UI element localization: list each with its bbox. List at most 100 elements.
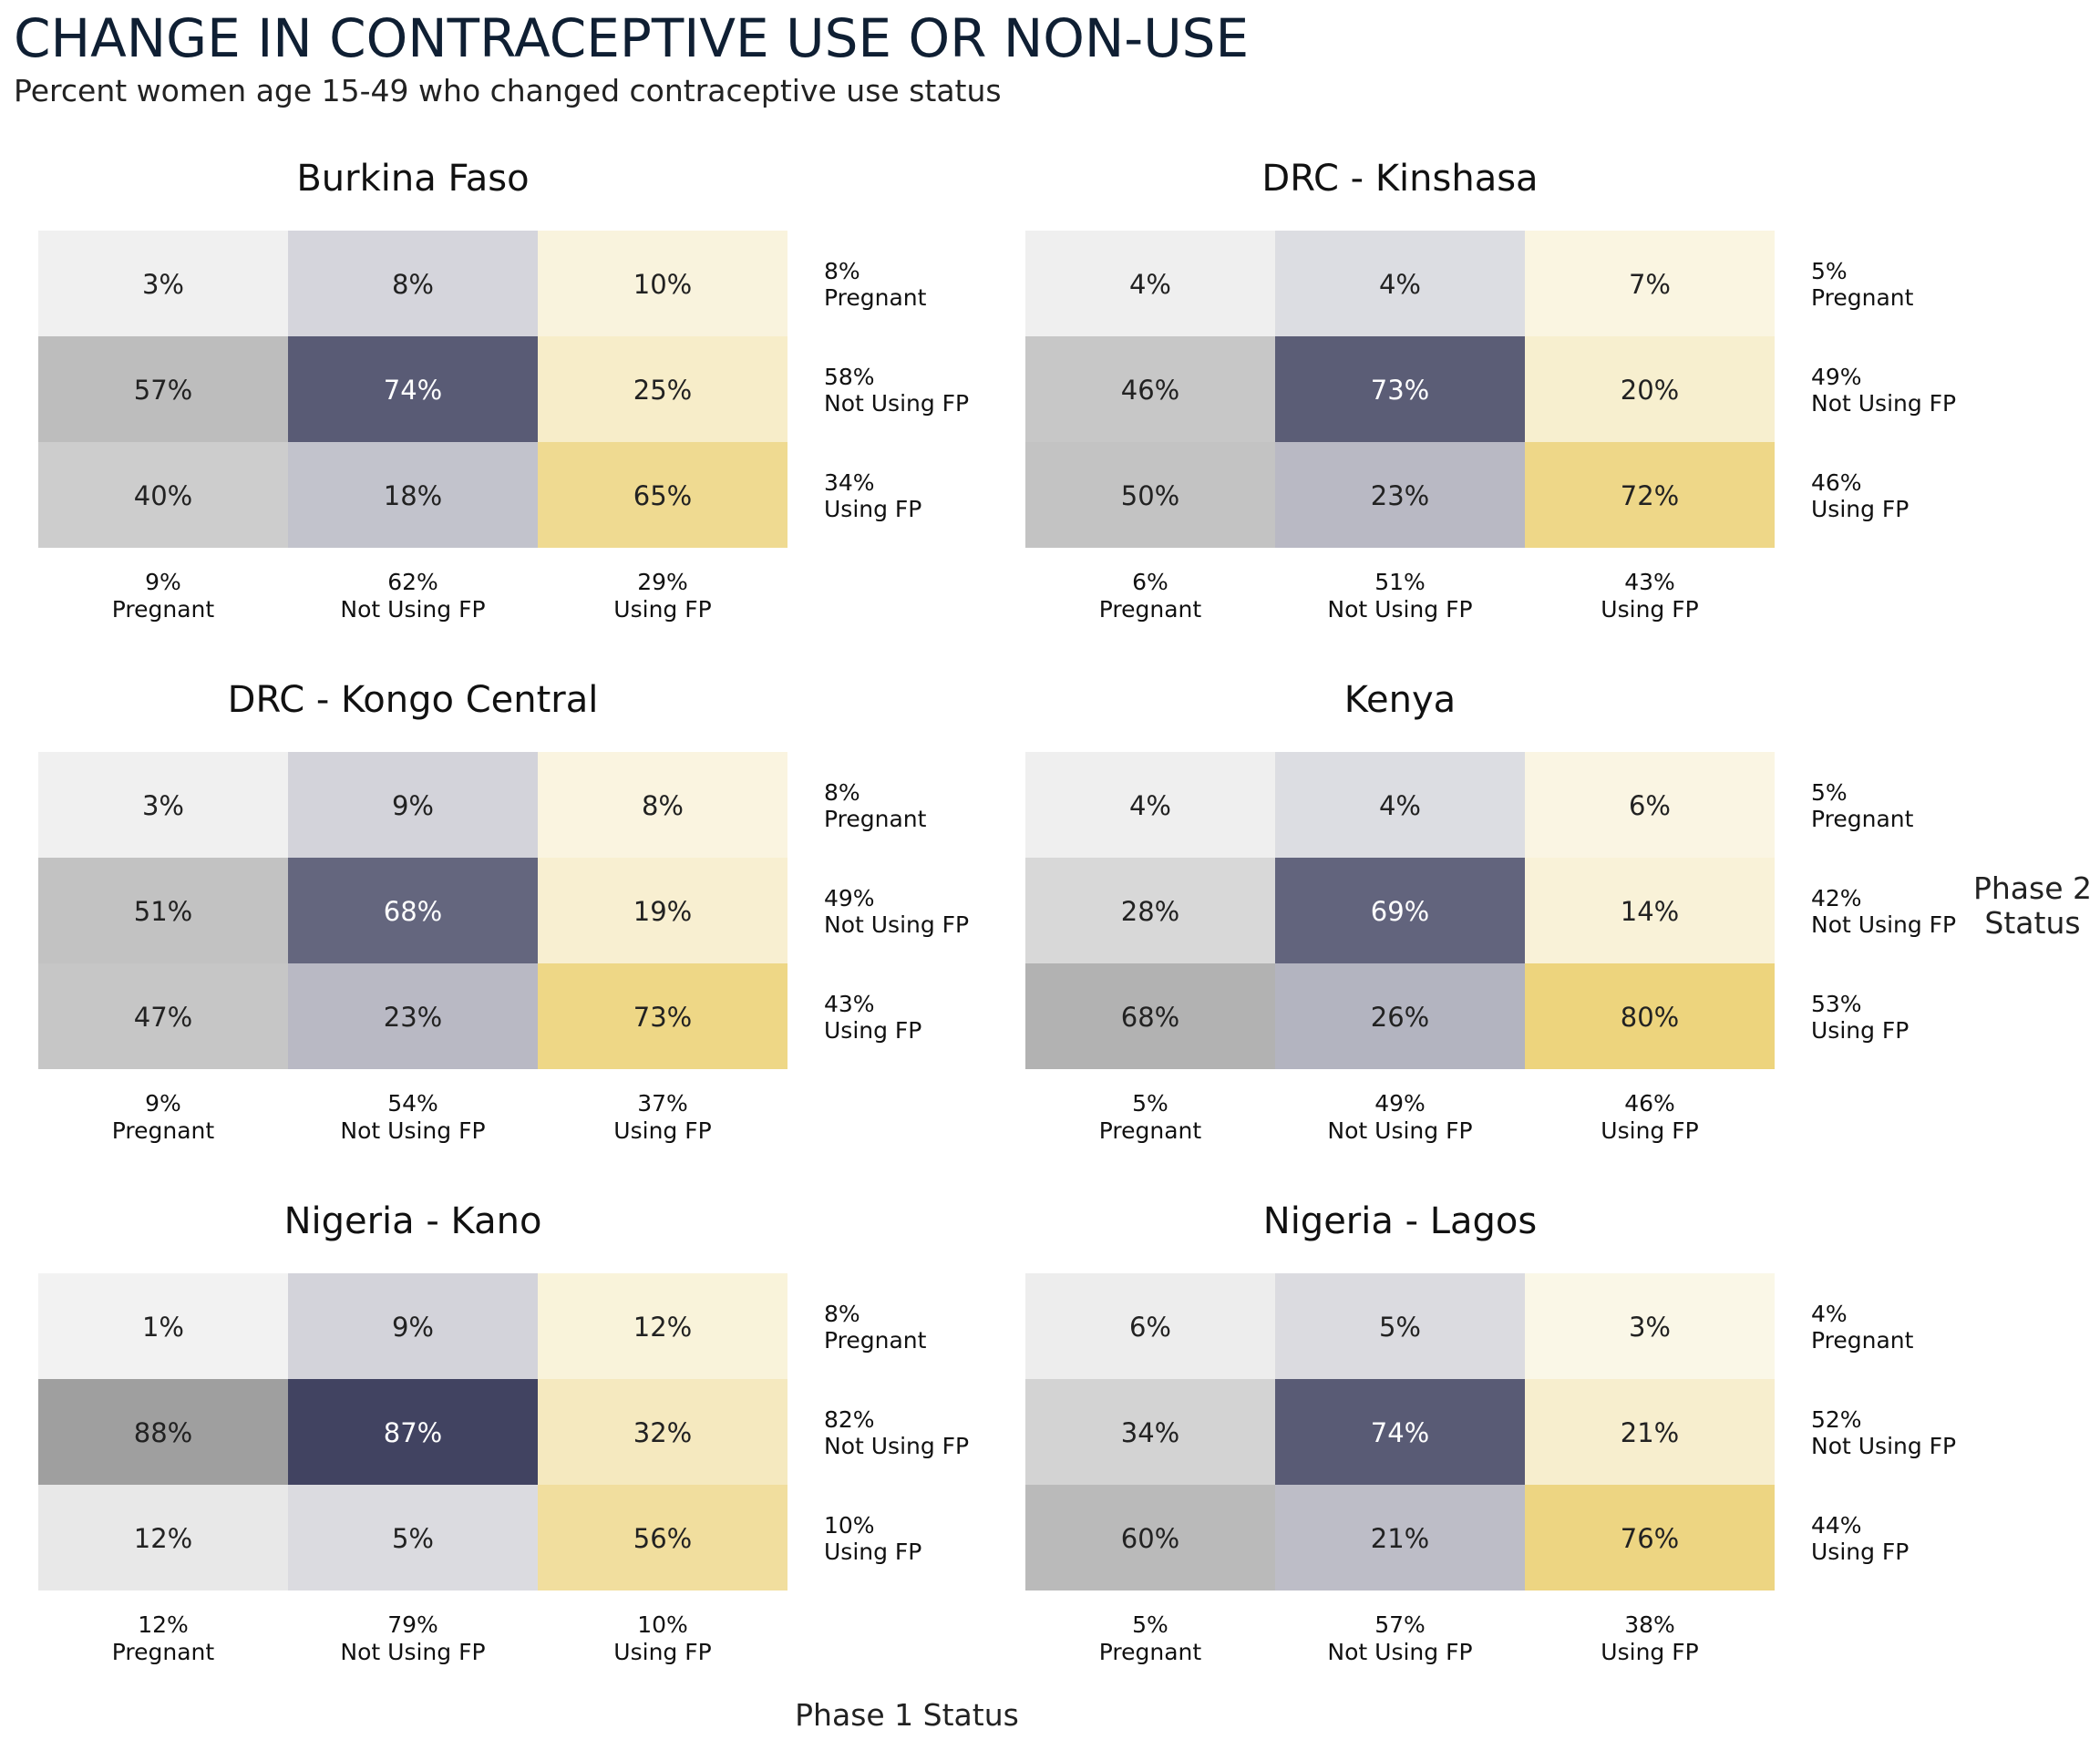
col-label-kenya-2: Using FP xyxy=(1601,1117,1698,1144)
row-total-drc-kinshasa-1: 49% xyxy=(1811,364,1862,390)
heatmap-cell-drc-kongo-central-r2-c1 xyxy=(288,963,538,1069)
heatmap-cell-nigeria-lagos-r0-c1 xyxy=(1275,1273,1525,1379)
heatmap-cell-nigeria-lagos-r1-c2 xyxy=(1525,1379,1775,1485)
y-axis-title-line1: Phase 2 xyxy=(1972,870,2093,906)
col-label-drc-kongo-central-2: Using FP xyxy=(613,1117,711,1144)
heatmap-cell-nigeria-kano-r0-c2 xyxy=(538,1273,788,1379)
heatmap-cell-nigeria-lagos-r2-c1 xyxy=(1275,1485,1525,1590)
heatmap-cell-nigeria-lagos-r1-c1 xyxy=(1275,1379,1525,1485)
row-label-drc-kongo-central-1: Not Using FP xyxy=(824,911,969,938)
heatmap-cell-nigeria-kano-r1-c1 xyxy=(288,1379,538,1485)
col-label-drc-kinshasa-0: Pregnant xyxy=(1099,596,1202,623)
cell-label-drc-kinshasa-r0-c2: 7% xyxy=(1629,269,1671,300)
cell-label-kenya-r1-c1: 69% xyxy=(1371,896,1429,927)
row-total-drc-kongo-central-1: 49% xyxy=(824,885,875,911)
col-total-nigeria-kano-2: 10% xyxy=(637,1611,688,1638)
row-label-burkina-faso-2: Using FP xyxy=(824,496,921,522)
cell-label-nigeria-lagos-r1-c1: 74% xyxy=(1371,1417,1429,1448)
x-axis-title: Phase 1 Status xyxy=(795,1697,1019,1733)
cell-label-burkina-faso-r1-c0: 57% xyxy=(134,375,192,406)
chart-title: CHANGE IN CONTRACEPTIVE USE OR NON-USE xyxy=(14,7,1250,69)
heatmap-cell-nigeria-kano-r2-c1 xyxy=(288,1485,538,1590)
cell-label-drc-kongo-central-r2-c1: 23% xyxy=(384,1002,442,1033)
col-label-nigeria-lagos-1: Not Using FP xyxy=(1327,1639,1472,1665)
cell-label-drc-kongo-central-r0-c2: 8% xyxy=(642,790,684,821)
row-total-drc-kongo-central-0: 8% xyxy=(824,779,860,806)
col-label-drc-kinshasa-2: Using FP xyxy=(1601,596,1698,623)
cell-label-drc-kinshasa-r2-c0: 50% xyxy=(1121,480,1179,511)
heatmap-cell-drc-kongo-central-r0-c1 xyxy=(288,752,538,858)
heatmap-cell-drc-kongo-central-r1-c1 xyxy=(288,858,538,963)
heatmap-cell-drc-kongo-central-r2-c0 xyxy=(38,963,288,1069)
cell-label-kenya-r1-c2: 14% xyxy=(1621,896,1679,927)
col-label-drc-kongo-central-1: Not Using FP xyxy=(340,1117,485,1144)
col-label-drc-kongo-central-0: Pregnant xyxy=(112,1117,215,1144)
row-total-nigeria-lagos-1: 52% xyxy=(1811,1406,1862,1433)
row-label-burkina-faso-0: Pregnant xyxy=(824,284,927,311)
heatmap-cell-drc-kinshasa-r2-c2 xyxy=(1525,442,1775,548)
cell-label-nigeria-kano-r1-c0: 88% xyxy=(134,1417,192,1448)
heatmap-cell-nigeria-lagos-r2-c2 xyxy=(1525,1485,1775,1590)
cell-label-nigeria-lagos-r0-c1: 5% xyxy=(1379,1312,1421,1343)
col-total-burkina-faso-2: 29% xyxy=(637,569,688,595)
cell-label-nigeria-kano-r2-c1: 5% xyxy=(392,1523,434,1554)
col-total-drc-kinshasa-0: 6% xyxy=(1132,569,1168,595)
cell-label-drc-kongo-central-r0-c0: 3% xyxy=(142,790,184,821)
cell-label-kenya-r2-c1: 26% xyxy=(1371,1002,1429,1033)
cell-label-nigeria-lagos-r2-c1: 21% xyxy=(1371,1523,1429,1554)
heatmap-cell-kenya-r0-c1 xyxy=(1275,752,1525,858)
heatmap-cell-nigeria-kano-r1-c0 xyxy=(38,1379,288,1485)
cell-label-nigeria-kano-r2-c2: 56% xyxy=(633,1523,692,1554)
heatmap-cell-nigeria-lagos-r0-c2 xyxy=(1525,1273,1775,1379)
row-label-nigeria-lagos-0: Pregnant xyxy=(1811,1327,1914,1354)
col-label-burkina-faso-2: Using FP xyxy=(613,596,711,623)
col-total-drc-kinshasa-2: 43% xyxy=(1624,569,1675,595)
cell-label-drc-kinshasa-r0-c1: 4% xyxy=(1379,269,1421,300)
heatmap-cell-burkina-faso-r0-c2 xyxy=(538,231,788,336)
cell-label-nigeria-kano-r1-c1: 87% xyxy=(384,1417,442,1448)
heatmap-cell-nigeria-kano-r1-c2 xyxy=(538,1379,788,1485)
heatmap-cell-kenya-r2-c2 xyxy=(1525,963,1775,1069)
row-label-drc-kinshasa-1: Not Using FP xyxy=(1811,390,1956,417)
col-total-drc-kinshasa-1: 51% xyxy=(1374,569,1426,595)
row-total-kenya-0: 5% xyxy=(1811,779,1848,806)
cell-label-nigeria-lagos-r0-c2: 3% xyxy=(1629,1312,1671,1343)
cell-label-drc-kongo-central-r0-c1: 9% xyxy=(392,790,434,821)
heatmap-cell-burkina-faso-r1-c1 xyxy=(288,336,538,442)
heatmap-cell-kenya-r1-c1 xyxy=(1275,858,1525,963)
cell-label-nigeria-kano-r2-c0: 12% xyxy=(134,1523,192,1554)
col-label-nigeria-kano-2: Using FP xyxy=(613,1639,711,1665)
panel-title-nigeria-kano: Nigeria - Kano xyxy=(284,1200,542,1242)
cell-label-drc-kongo-central-r1-c2: 19% xyxy=(633,896,692,927)
cell-label-nigeria-kano-r0-c0: 1% xyxy=(142,1312,184,1343)
col-label-kenya-0: Pregnant xyxy=(1099,1117,1202,1144)
panel-title-nigeria-lagos: Nigeria - Lagos xyxy=(1263,1200,1537,1242)
col-label-nigeria-lagos-0: Pregnant xyxy=(1099,1639,1202,1665)
row-label-drc-kinshasa-0: Pregnant xyxy=(1811,284,1914,311)
cell-label-burkina-faso-r0-c1: 8% xyxy=(392,269,434,300)
heatmap-cell-nigeria-lagos-r1-c0 xyxy=(1025,1379,1275,1485)
heatmap-cell-burkina-faso-r0-c0 xyxy=(38,231,288,336)
row-total-burkina-faso-0: 8% xyxy=(824,258,860,284)
col-label-nigeria-kano-1: Not Using FP xyxy=(340,1639,485,1665)
cell-label-burkina-faso-r0-c0: 3% xyxy=(142,269,184,300)
row-total-nigeria-lagos-2: 44% xyxy=(1811,1512,1862,1539)
col-total-nigeria-kano-1: 79% xyxy=(387,1611,438,1638)
cell-label-kenya-r2-c2: 80% xyxy=(1621,1002,1679,1033)
panel-title-burkina-faso: Burkina Faso xyxy=(296,158,529,200)
row-total-burkina-faso-1: 58% xyxy=(824,364,875,390)
row-label-drc-kinshasa-2: Using FP xyxy=(1811,496,1909,522)
col-label-burkina-faso-0: Pregnant xyxy=(112,596,215,623)
cell-label-kenya-r0-c2: 6% xyxy=(1629,790,1671,821)
row-label-nigeria-kano-2: Using FP xyxy=(824,1539,921,1565)
heatmap-cell-burkina-faso-r2-c1 xyxy=(288,442,538,548)
cell-label-drc-kinshasa-r0-c0: 4% xyxy=(1129,269,1171,300)
row-label-nigeria-kano-1: Not Using FP xyxy=(824,1433,969,1459)
heatmap-cell-drc-kongo-central-r0-c0 xyxy=(38,752,288,858)
heatmap-cell-drc-kongo-central-r0-c2 xyxy=(538,752,788,858)
panel-title-drc-kongo-central: DRC - Kongo Central xyxy=(228,679,599,721)
heatmap-cell-drc-kongo-central-r1-c0 xyxy=(38,858,288,963)
cell-label-drc-kongo-central-r1-c0: 51% xyxy=(134,896,192,927)
cell-label-drc-kinshasa-r1-c1: 73% xyxy=(1371,375,1429,406)
cell-label-drc-kinshasa-r1-c2: 20% xyxy=(1621,375,1679,406)
